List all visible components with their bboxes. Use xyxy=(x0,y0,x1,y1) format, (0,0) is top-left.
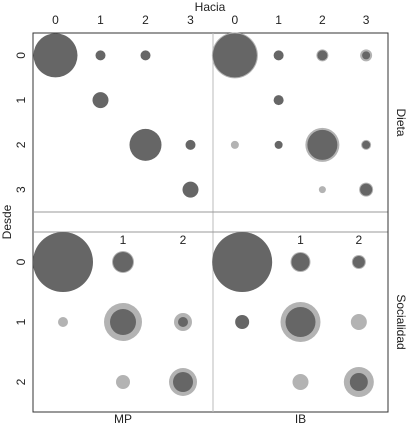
row-strip-label: Dieta xyxy=(394,108,408,136)
bubble-inner xyxy=(212,33,257,78)
bubble-outer xyxy=(230,140,239,149)
y-tick-label: 1 xyxy=(14,318,28,325)
x-tick-label: 2 xyxy=(319,13,326,27)
x-tick-label: 3 xyxy=(363,13,370,27)
bubble-inner xyxy=(273,95,284,106)
bubble-outer xyxy=(58,317,68,327)
bubble-outer xyxy=(350,314,367,330)
bubble-inner xyxy=(95,50,106,61)
x-tick-label: 2 xyxy=(142,13,149,27)
y-tick-label: 3 xyxy=(14,186,28,193)
bubble-inner xyxy=(212,232,273,292)
bubble-inner xyxy=(129,128,162,161)
bubble-inner xyxy=(113,252,133,272)
bubble-inner xyxy=(178,317,188,327)
bubble-inner xyxy=(317,50,328,61)
bubble-inner xyxy=(285,307,316,337)
y-tick-label: 2 xyxy=(14,378,28,385)
bubble-inner xyxy=(349,373,368,391)
y-tick-label: 2 xyxy=(14,141,28,148)
bubble-inner xyxy=(140,50,151,61)
row-strip-label: Socialidad xyxy=(394,294,408,349)
bubble-inner xyxy=(274,140,283,149)
x-tick-label: 0 xyxy=(232,13,239,27)
bubble-inner xyxy=(173,372,193,392)
bubble-inner xyxy=(182,181,199,198)
column-label: IB xyxy=(295,412,306,426)
y-axis-title: Desde xyxy=(0,204,14,239)
x-tick-label: 1 xyxy=(97,13,104,27)
bubble-inner xyxy=(362,51,371,60)
bubble-inner xyxy=(235,315,250,329)
column-label: MP xyxy=(114,412,132,426)
bubble-inner xyxy=(33,33,78,78)
bubble-outer xyxy=(116,375,130,389)
bubble-outer xyxy=(292,374,309,390)
x-tick-label: 1 xyxy=(275,13,282,27)
bubble-inner xyxy=(92,92,109,109)
x-tick-label: 2 xyxy=(180,233,187,247)
bubble-inner xyxy=(110,309,136,335)
y-tick-label: 1 xyxy=(14,96,28,103)
x-tick-label: 3 xyxy=(187,13,194,27)
bubble-outer xyxy=(318,186,326,194)
y-tick-label: 0 xyxy=(14,258,28,265)
bubble-inner xyxy=(362,140,371,149)
x-tick-label: 2 xyxy=(355,233,362,247)
bubble-inner xyxy=(360,183,373,196)
x-axis-title: Hacia xyxy=(195,0,226,14)
bubble-inner xyxy=(291,253,310,271)
x-tick-label: 1 xyxy=(120,233,127,247)
y-tick-label: 0 xyxy=(14,52,28,59)
x-tick-label: 0 xyxy=(52,13,59,27)
bubble-inner xyxy=(307,129,338,160)
bubble-inner xyxy=(352,256,365,268)
x-tick-label: 1 xyxy=(297,233,304,247)
bubble-inner xyxy=(185,139,196,150)
bubble-inner xyxy=(273,50,284,61)
bubble-inner xyxy=(33,232,93,292)
